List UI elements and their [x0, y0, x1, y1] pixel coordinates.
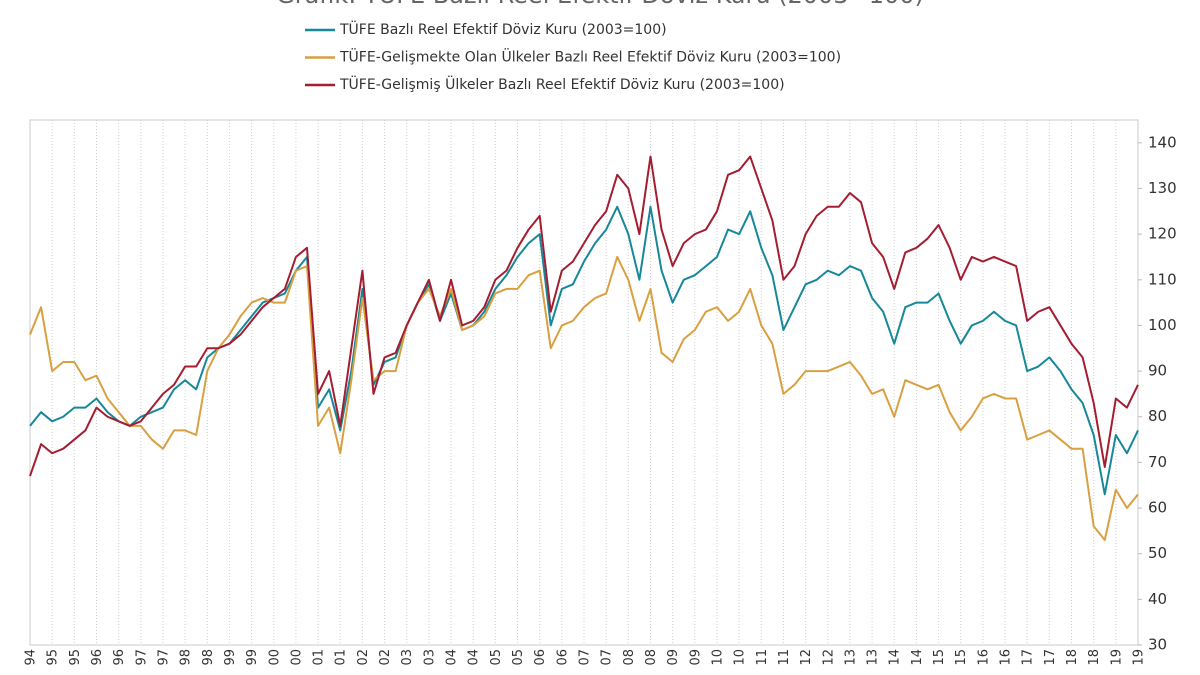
x-tick-label: 09 — [666, 649, 681, 666]
y-tick-label: 30 — [1148, 636, 1167, 654]
series-line — [29, 255, 1139, 541]
y-tick-label: 50 — [1148, 544, 1167, 562]
x-tick-label: 04 — [445, 649, 460, 666]
x-tick-label: 06 — [533, 649, 548, 666]
x-tick-label: 17 — [1021, 649, 1036, 666]
y-tick-label: 80 — [1148, 407, 1167, 425]
x-tick-label: 98 — [179, 649, 194, 666]
x-tick-label: 95 — [68, 649, 83, 666]
x-tick-label: 13 — [866, 649, 881, 666]
series-line — [29, 205, 1139, 496]
x-tick-label: 19 — [1132, 649, 1147, 666]
x-tick-label: 97 — [134, 649, 149, 666]
x-tick-label: 14 — [910, 649, 925, 666]
x-tick-label: 10 — [733, 649, 748, 666]
x-tick-label: 00 — [289, 649, 304, 666]
x-tick-label: 08 — [622, 649, 637, 666]
y-tick-label: 120 — [1148, 225, 1177, 243]
x-tick-label: 16 — [976, 649, 991, 666]
x-tick-label: 10 — [710, 649, 725, 666]
x-tick-label: 18 — [1087, 649, 1102, 666]
x-tick-label: 03 — [422, 649, 437, 666]
x-tick-label: 19 — [1109, 649, 1124, 666]
x-tick-label: 13 — [843, 649, 858, 666]
x-tick-label: 16 — [999, 649, 1014, 666]
y-tick-label: 140 — [1148, 133, 1177, 151]
chart-title: Grafik: TÜFE Bazlı Reel Efektif Döviz Ku… — [276, 0, 924, 9]
x-tick-label: 14 — [888, 649, 903, 666]
x-tick-label: 97 — [156, 649, 171, 666]
x-tick-label: 08 — [644, 649, 659, 666]
x-tick-label: 94 — [24, 649, 39, 666]
x-tick-label: 98 — [201, 649, 216, 666]
x-tick-label: 02 — [356, 649, 371, 666]
legend-label: TÜFE Bazlı Reel Efektif Döviz Kuru (2003… — [339, 20, 667, 38]
series-line — [29, 155, 1139, 477]
x-tick-label: 11 — [755, 649, 770, 666]
x-tick-label: 09 — [688, 649, 703, 666]
y-tick-label: 40 — [1148, 590, 1167, 608]
x-tick-label: 12 — [821, 649, 836, 666]
y-tick-label: 90 — [1148, 362, 1167, 380]
x-tick-label: 12 — [799, 649, 814, 666]
y-tick-label: 110 — [1148, 270, 1177, 288]
x-tick-label: 11 — [777, 649, 792, 666]
x-tick-label: 99 — [223, 649, 238, 666]
x-tick-label: 02 — [378, 649, 393, 666]
x-tick-label: 96 — [90, 649, 105, 666]
x-tick-label: 03 — [400, 649, 415, 666]
x-tick-label: 01 — [312, 649, 327, 666]
y-tick-label: 70 — [1148, 453, 1167, 471]
x-tick-label: 18 — [1065, 649, 1080, 666]
y-tick-label: 100 — [1148, 316, 1177, 334]
legend-label: TÜFE-Gelişmiş Ülkeler Bazlı Reel Efektif… — [339, 75, 785, 93]
x-tick-label: 96 — [112, 649, 127, 666]
x-tick-label: 00 — [267, 649, 282, 666]
y-tick-label: 130 — [1148, 179, 1177, 197]
x-tick-label: 15 — [954, 649, 969, 666]
x-tick-label: 04 — [467, 649, 482, 666]
x-tick-label: 15 — [932, 649, 947, 666]
legend-label: TÜFE-Gelişmekte Olan Ülkeler Bazlı Reel … — [339, 48, 841, 66]
x-tick-label: 99 — [245, 649, 260, 666]
x-tick-label: 17 — [1043, 649, 1058, 666]
x-tick-label: 95 — [46, 649, 61, 666]
x-tick-label: 05 — [511, 649, 526, 666]
x-tick-label: 07 — [578, 649, 593, 666]
x-tick-label: 01 — [334, 649, 349, 666]
x-tick-label: 07 — [600, 649, 615, 666]
x-tick-label: 05 — [489, 649, 504, 666]
x-tick-label: 06 — [555, 649, 570, 666]
y-tick-label: 60 — [1148, 499, 1167, 517]
